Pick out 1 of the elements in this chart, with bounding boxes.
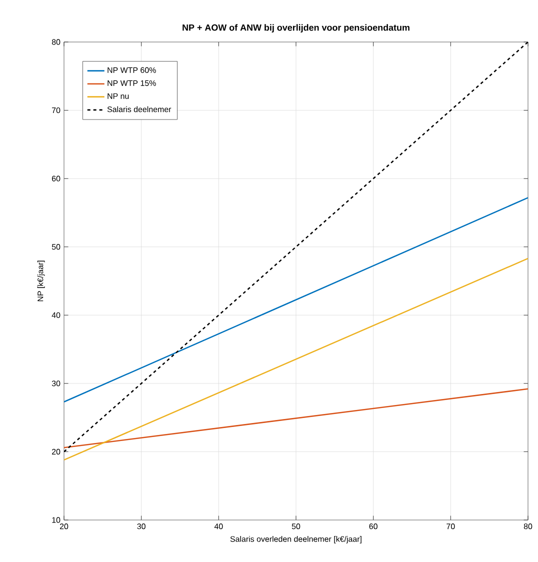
chart-title: NP + AOW of ANW bij overlijden voor pensioendatum <box>182 24 410 32</box>
